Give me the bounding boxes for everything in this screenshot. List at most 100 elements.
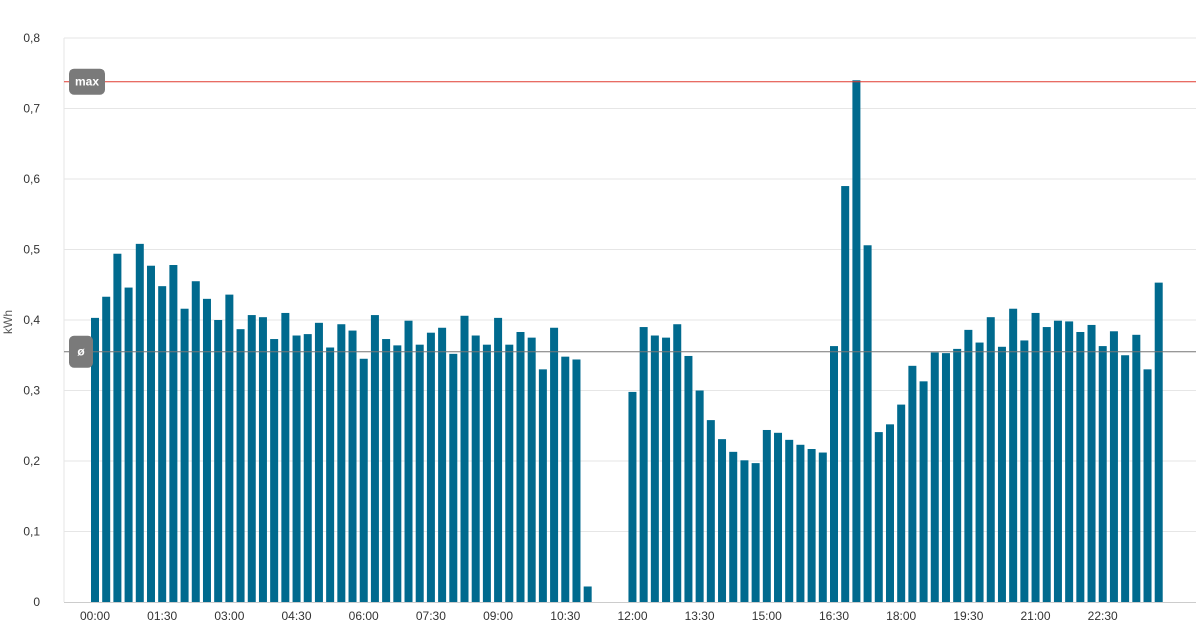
- bar[interactable]: [158, 286, 167, 602]
- bar[interactable]: [1009, 308, 1018, 602]
- bar[interactable]: [662, 337, 671, 603]
- bar[interactable]: [897, 404, 906, 602]
- bar[interactable]: [841, 186, 850, 603]
- bar[interactable]: [191, 281, 200, 602]
- bar[interactable]: [740, 460, 749, 602]
- bar[interactable]: [941, 353, 950, 602]
- bar[interactable]: [393, 345, 402, 602]
- bar[interactable]: [426, 332, 435, 602]
- bar[interactable]: [359, 358, 368, 602]
- bar[interactable]: [1087, 324, 1096, 602]
- bar[interactable]: [258, 317, 267, 602]
- bar[interactable]: [415, 344, 424, 602]
- bar[interactable]: [438, 327, 447, 602]
- bar[interactable]: [236, 329, 245, 602]
- bar[interactable]: [953, 348, 962, 602]
- bar[interactable]: [1109, 331, 1118, 602]
- bar[interactable]: [1076, 331, 1085, 602]
- bar[interactable]: [1121, 355, 1130, 602]
- bar[interactable]: [706, 420, 715, 602]
- bar[interactable]: [650, 335, 659, 602]
- bar[interactable]: [695, 390, 704, 603]
- bar[interactable]: [102, 296, 111, 602]
- bar[interactable]: [785, 439, 794, 602]
- bar[interactable]: [281, 312, 290, 602]
- bar[interactable]: [1154, 282, 1163, 602]
- x-tick-label: 04:30: [281, 609, 311, 623]
- bar[interactable]: [146, 265, 155, 602]
- bar[interactable]: [471, 335, 480, 602]
- bar[interactable]: [180, 308, 189, 602]
- bar[interactable]: [124, 287, 133, 602]
- bar[interactable]: [774, 432, 783, 602]
- bar[interactable]: [684, 355, 693, 602]
- bar[interactable]: [505, 344, 514, 602]
- bar[interactable]: [449, 353, 458, 602]
- bar[interactable]: [247, 315, 256, 602]
- bar[interactable]: [830, 346, 838, 602]
- bar[interactable]: [292, 335, 301, 602]
- bar[interactable]: [751, 463, 760, 602]
- bar[interactable]: [135, 243, 144, 603]
- bar[interactable]: [382, 339, 391, 602]
- bar[interactable]: [303, 334, 312, 602]
- bar[interactable]: [908, 365, 917, 602]
- bar[interactable]: [1065, 321, 1074, 602]
- bar[interactable]: [314, 322, 323, 602]
- average-badge: [69, 335, 93, 368]
- bar[interactable]: [1132, 334, 1141, 602]
- bar[interactable]: [1098, 346, 1107, 602]
- bar[interactable]: [729, 451, 738, 602]
- bar[interactable]: [718, 439, 727, 602]
- bar[interactable]: [516, 331, 525, 602]
- bar[interactable]: [639, 327, 648, 602]
- bar[interactable]: [572, 359, 581, 602]
- bar[interactable]: [337, 324, 346, 602]
- bar[interactable]: [986, 317, 995, 602]
- bar[interactable]: [1042, 327, 1051, 602]
- bar[interactable]: [583, 586, 592, 602]
- bar[interactable]: [997, 346, 1006, 602]
- bar[interactable]: [326, 347, 335, 603]
- x-tick-label: 15:00: [752, 609, 782, 623]
- bar[interactable]: [930, 352, 939, 602]
- y-tick-label: 0,3: [23, 384, 40, 398]
- bar[interactable]: [404, 320, 413, 602]
- bar[interactable]: [91, 317, 99, 602]
- bar[interactable]: [561, 356, 570, 602]
- bar[interactable]: [214, 320, 223, 602]
- bar[interactable]: [673, 324, 682, 602]
- bar[interactable]: [807, 449, 816, 602]
- bar[interactable]: [874, 432, 883, 602]
- bar[interactable]: [270, 339, 279, 602]
- bar[interactable]: [538, 369, 547, 602]
- bar[interactable]: [1020, 340, 1029, 602]
- bar[interactable]: [863, 245, 872, 602]
- bar[interactable]: [628, 391, 637, 602]
- bar[interactable]: [1143, 369, 1152, 602]
- bar[interactable]: [550, 327, 559, 602]
- bar[interactable]: [852, 80, 861, 603]
- bar[interactable]: [1031, 312, 1040, 602]
- bar[interactable]: [964, 329, 973, 602]
- bar[interactable]: [1053, 320, 1062, 602]
- bar[interactable]: [818, 452, 827, 602]
- x-tick-label: 09:00: [483, 609, 513, 623]
- bar[interactable]: [460, 315, 469, 602]
- bar[interactable]: [494, 317, 503, 602]
- bar[interactable]: [482, 344, 491, 602]
- bar[interactable]: [885, 424, 894, 602]
- bar[interactable]: [919, 381, 928, 602]
- bar[interactable]: [796, 444, 805, 602]
- bar[interactable]: [169, 265, 178, 602]
- y-tick-label: 0,1: [23, 525, 40, 539]
- bar[interactable]: [113, 253, 122, 603]
- bar[interactable]: [202, 298, 211, 602]
- y-tick-label: 0,6: [23, 172, 40, 186]
- bar[interactable]: [762, 429, 771, 602]
- bar[interactable]: [527, 337, 536, 603]
- bar[interactable]: [975, 342, 984, 602]
- bar[interactable]: [370, 315, 379, 602]
- bar[interactable]: [225, 294, 234, 602]
- bar[interactable]: [348, 330, 357, 602]
